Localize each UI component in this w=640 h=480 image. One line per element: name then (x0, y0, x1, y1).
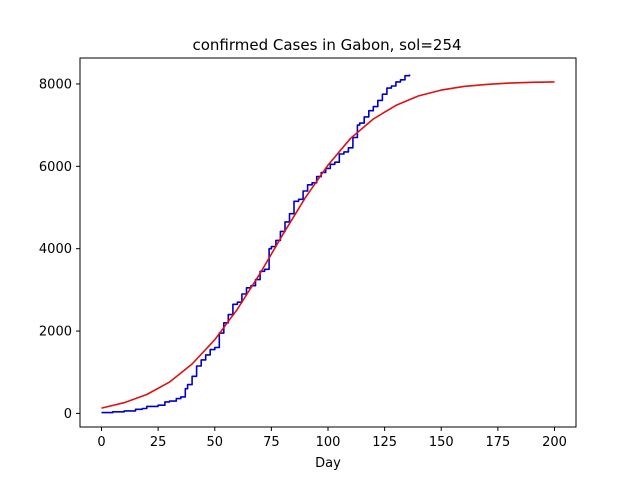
y-tick-label: 6000 (39, 160, 72, 175)
y-tick-label: 2000 (39, 325, 72, 340)
x-tick-label: 25 (150, 435, 167, 450)
x-tick-label: 0 (97, 435, 105, 450)
y-tick-label: 8000 (39, 77, 72, 92)
x-axis-ticks: 0 25 50 75 100 125 150 175 200 (97, 427, 567, 450)
y-tick-label: 0 (64, 407, 72, 422)
x-tick-label: 150 (429, 435, 454, 450)
series-line-2 (101, 81, 555, 409)
x-axis-label: Day (315, 456, 341, 471)
x-tick-label: 50 (206, 435, 223, 450)
axes-frame (79, 57, 577, 428)
y-axis-ticks: 0 2000 4000 6000 8000 (39, 77, 80, 422)
x-tick-label: 100 (316, 435, 341, 450)
x-tick-label: 200 (542, 435, 567, 450)
series-layer (101, 74, 555, 414)
x-tick-label: 75 (263, 435, 280, 450)
x-tick-label: 175 (485, 435, 510, 450)
x-tick-label: 125 (372, 435, 397, 450)
chart-title: confirmed Cases in Gabon, sol=254 (192, 36, 461, 54)
y-tick-label: 4000 (39, 242, 72, 257)
series-line-1 (101, 74, 411, 414)
